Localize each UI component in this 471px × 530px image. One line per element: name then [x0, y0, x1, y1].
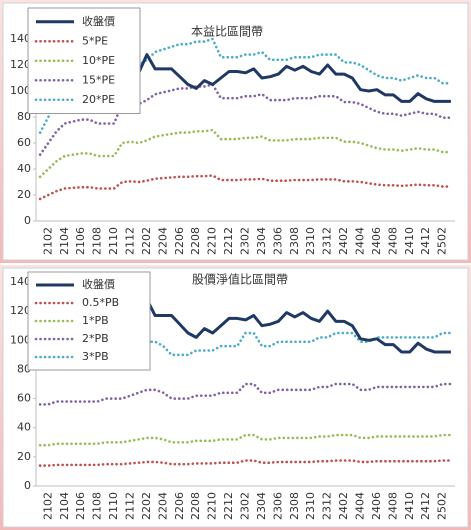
legend-label: 0.5*PB — [82, 296, 119, 309]
x-tick-label: 2202 — [140, 227, 153, 255]
y-tick-label: 60 — [17, 136, 31, 149]
y-tick-label: 100 — [10, 333, 31, 346]
series-line — [38, 433, 453, 447]
x-tick-label: 2402 — [337, 492, 350, 520]
x-tick-label: 2310 — [304, 492, 317, 520]
x-tick-label: 2108 — [91, 492, 104, 520]
x-tick-label: 2412 — [419, 227, 432, 255]
x-tick-label: 2502 — [436, 227, 449, 255]
x-tick-label: 2408 — [386, 492, 399, 520]
chart-title: 本益比區間帶 — [191, 25, 263, 39]
series-line — [38, 174, 453, 201]
x-tick-label: 2306 — [271, 492, 284, 520]
legend-label: 10*PE — [82, 54, 115, 67]
y-tick-label: 20 — [17, 450, 31, 463]
legend-label: 15*PE — [82, 73, 115, 86]
x-tick-label: 2102 — [41, 492, 54, 520]
x-tick-label: 2208 — [189, 227, 202, 255]
y-tick-label: 120 — [10, 58, 31, 71]
x-tick-label: 2406 — [370, 227, 383, 255]
x-tick-label: 2106 — [74, 492, 87, 520]
series-line — [38, 382, 453, 406]
series-line — [38, 128, 453, 179]
x-tick-label: 2402 — [337, 227, 350, 255]
x-tick-label: 2110 — [107, 492, 120, 520]
x-tick-label: 2310 — [304, 227, 317, 255]
legend-label: 1*PB — [82, 314, 109, 327]
y-tick-label: 60 — [17, 392, 31, 405]
x-tick-label: 2312 — [321, 227, 334, 255]
y-tick-label: 100 — [10, 84, 31, 97]
x-tick-label: 2410 — [403, 492, 416, 520]
x-tick-label: 2306 — [271, 227, 284, 255]
x-tick-label: 2404 — [354, 492, 367, 520]
y-tick-label: 20 — [17, 188, 31, 201]
x-tick-label: 2412 — [419, 492, 432, 520]
legend-box — [27, 7, 141, 114]
x-tick-label: 2212 — [222, 492, 235, 520]
x-tick-label: 2410 — [403, 227, 416, 255]
y-tick-label: 140 — [10, 32, 31, 45]
x-tick-label: 2308 — [288, 492, 301, 520]
x-tick-label: 2210 — [206, 492, 219, 520]
x-tick-label: 2210 — [206, 227, 219, 255]
x-tick-label: 2312 — [321, 492, 334, 520]
legend-label: 2*PB — [82, 332, 109, 345]
legend-label: 5*PE — [82, 34, 108, 47]
x-tick-label: 2304 — [255, 227, 268, 255]
series-line — [38, 459, 453, 467]
x-tick-label: 2202 — [140, 492, 153, 520]
x-tick-label: 2112 — [123, 227, 136, 255]
x-tick-label: 2104 — [58, 492, 71, 520]
x-tick-label: 2110 — [107, 227, 120, 255]
x-tick-label: 2112 — [123, 492, 136, 520]
series-line — [38, 331, 453, 365]
y-tick-label: 0 — [24, 214, 31, 227]
x-tick-label: 2104 — [58, 227, 71, 255]
y-tick-label: 40 — [17, 421, 31, 434]
x-tick-label: 2204 — [156, 227, 169, 255]
legend-label: 3*PB — [82, 350, 109, 363]
x-tick-label: 2108 — [91, 227, 104, 255]
x-tick-label: 2304 — [255, 492, 268, 520]
series-line — [38, 83, 453, 156]
y-tick-label: 120 — [10, 304, 31, 317]
x-tick-label: 2502 — [436, 492, 449, 520]
y-tick-label: 40 — [17, 162, 31, 175]
x-tick-label: 2102 — [41, 227, 54, 255]
x-tick-label: 2404 — [354, 227, 367, 255]
x-tick-label: 2206 — [173, 227, 186, 255]
x-tick-label: 2204 — [156, 492, 169, 520]
x-tick-label: 2302 — [239, 492, 252, 520]
legend-label: 收盤價 — [82, 277, 115, 291]
legend-label: 20*PE — [82, 93, 115, 106]
x-tick-label: 2302 — [239, 227, 252, 255]
x-tick-label: 2206 — [173, 492, 186, 520]
x-tick-label: 2106 — [74, 227, 87, 255]
x-tick-label: 2408 — [386, 227, 399, 255]
legend-label: 收盤價 — [82, 14, 115, 28]
x-tick-label: 2212 — [222, 227, 235, 255]
y-tick-label: 0 — [24, 479, 31, 492]
x-tick-label: 2308 — [288, 227, 301, 255]
x-tick-label: 2406 — [370, 492, 383, 520]
chart-title: 股價淨值比區間帶 — [192, 272, 288, 287]
y-tick-label: 140 — [10, 275, 31, 288]
x-tick-label: 2208 — [189, 492, 202, 520]
